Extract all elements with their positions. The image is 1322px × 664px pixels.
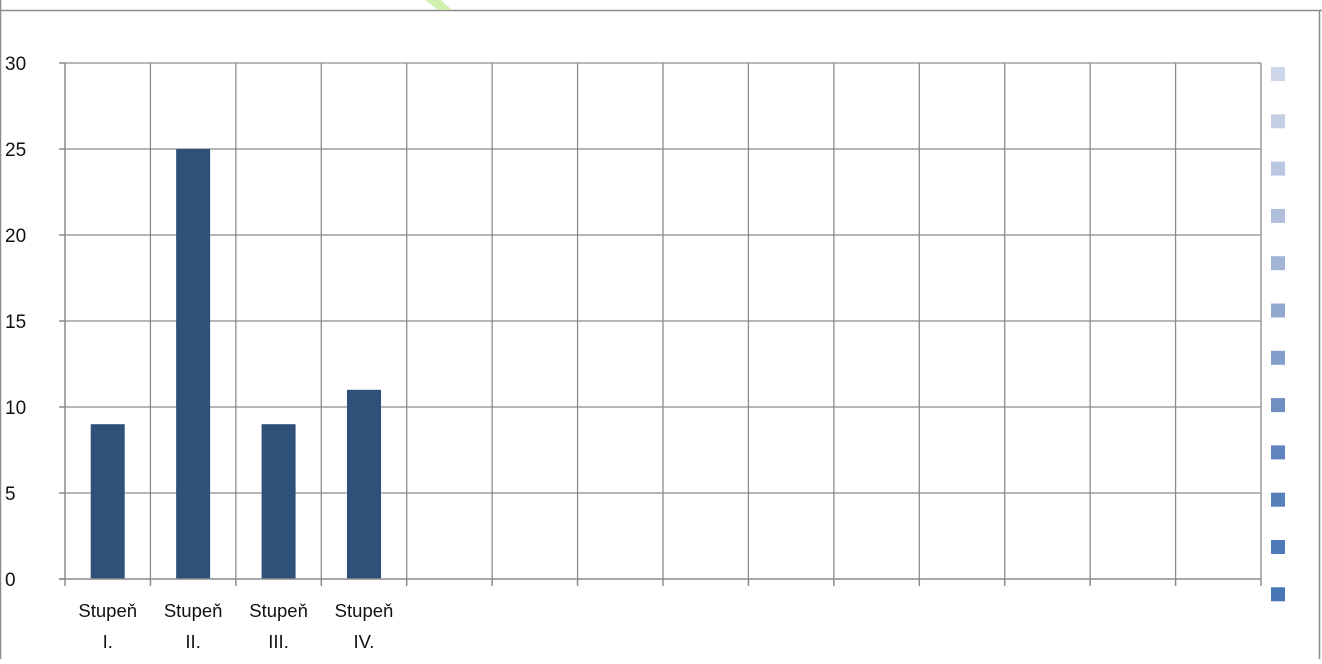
legend-swatch — [1271, 114, 1285, 129]
y-tick-label: 30 — [5, 54, 26, 75]
x-tick-label: Stupeň IV. — [335, 600, 394, 652]
x-tick-label: Stupeň I. — [78, 600, 137, 652]
grid-layer — [65, 62, 1262, 579]
y-tick-label: 0 — [5, 570, 16, 591]
legend-swatch — [1271, 208, 1285, 223]
y-tick-label: 25 — [5, 140, 26, 161]
bar — [176, 149, 211, 579]
legend-swatch — [1271, 587, 1285, 602]
legend-swatch — [1271, 350, 1285, 365]
bar — [261, 424, 296, 579]
legend-swatch — [1271, 398, 1285, 413]
x-tick-labels: Stupeň I. Stupeň II. Stupeň III. Stupeň IV. — [78, 600, 393, 652]
bar — [90, 424, 125, 579]
y-tick-label: 10 — [5, 398, 26, 419]
y-tick-label: 20 — [5, 226, 26, 247]
y-tick-labels: 0 5 10 15 20 25 30 — [5, 54, 26, 591]
top-edge-mark — [425, 0, 452, 10]
bar — [347, 389, 381, 579]
legend-swatch — [1271, 492, 1285, 507]
legend-swatch — [1271, 256, 1285, 271]
bars-layer — [90, 149, 381, 579]
x-tick-label: Stupeň II. — [164, 600, 223, 652]
legend-swatch — [1271, 161, 1285, 176]
axis-layer — [59, 62, 1262, 586]
x-tick-label: Stupeň III. — [249, 600, 308, 652]
legend-swatch — [1271, 303, 1285, 318]
legend — [1271, 67, 1285, 602]
y-tick-label: 5 — [5, 484, 16, 505]
legend-swatch — [1271, 540, 1285, 554]
legend-swatch — [1271, 445, 1285, 460]
legend-swatch — [1271, 67, 1285, 81]
y-tick-label: 15 — [5, 312, 26, 333]
